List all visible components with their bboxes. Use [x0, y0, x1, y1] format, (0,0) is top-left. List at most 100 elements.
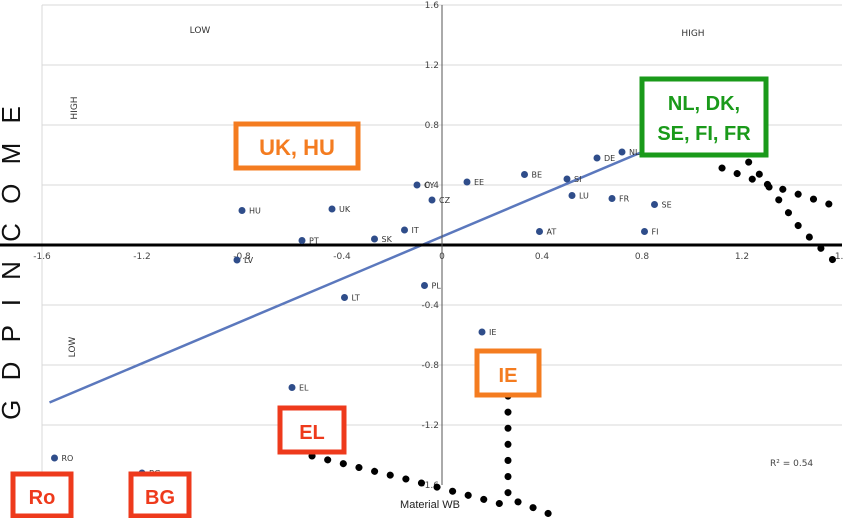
connector-el	[308, 452, 509, 509]
tick-labels: -1.6 -1.2 -0.8 -0.4 0 0.4 0.8 1.2 1.6 1.6 1.2 0.8 0.…	[33, 1, 843, 491]
y-tick-label: -1.6	[421, 481, 439, 491]
annotation-ie: IE	[474, 348, 542, 398]
annotation-ie-text: IE	[499, 365, 518, 387]
point-label: DE	[604, 154, 615, 163]
connector-nl-2	[734, 146, 839, 266]
point-label: LU	[579, 192, 589, 201]
point-marker	[371, 235, 378, 243]
point-marker	[536, 228, 543, 235]
x-axis-label: Material WB	[400, 499, 460, 511]
point-label: PL	[432, 282, 442, 291]
point-marker	[238, 207, 246, 214]
quad-label-top-right: HIGH	[681, 29, 704, 39]
x-tick-label: -0.4	[333, 252, 351, 262]
point-label: IE	[489, 328, 496, 337]
data-point: FR	[608, 195, 630, 204]
data-point: FI	[641, 228, 658, 237]
point-marker	[233, 256, 241, 264]
x-tick-label: -0.8	[233, 252, 251, 262]
point-marker	[651, 201, 658, 208]
data-point: IT	[401, 226, 419, 235]
point-label: LT	[352, 294, 360, 303]
annotation-bg-text: BG	[145, 487, 175, 509]
side-title-text: G D P I N C O M E	[0, 100, 26, 420]
y-tick-label: 0.4	[425, 181, 440, 191]
connector-ie	[504, 392, 564, 518]
data-point: UK	[328, 205, 351, 214]
data-point: DE	[593, 154, 615, 163]
y-tick-label: 1.6	[425, 1, 440, 11]
data-point: HU	[238, 207, 261, 216]
point-marker	[428, 196, 436, 204]
y-tick-label: -1.2	[421, 421, 439, 431]
annotation-el: EL	[277, 405, 347, 455]
r-squared-label: R² = 0.54	[770, 459, 813, 469]
point-label: CZ	[439, 196, 451, 205]
data-point: LV	[233, 256, 254, 265]
data-points: ROBGELLVLTPLIEHUUKPTSKITCYCZEEBESILUFRAT…	[51, 148, 672, 478]
x-tick-label: -1.6	[33, 252, 51, 262]
point-marker	[478, 328, 486, 336]
data-point: SE	[651, 201, 672, 210]
y-tick-label: 1.2	[425, 61, 439, 71]
x-tick-label: 1.6	[835, 252, 843, 262]
point-marker	[288, 384, 296, 391]
axes	[0, 5, 842, 485]
point-marker	[341, 294, 348, 301]
annotation-nl-line2: SE, FI, FR	[657, 123, 751, 145]
data-point: PT	[298, 237, 319, 246]
point-marker	[608, 195, 616, 202]
annotation-bg: BG	[128, 471, 192, 518]
annotation-nl-group: NL, DK, SE, FI, FR	[639, 76, 769, 158]
annotation-el-text: EL	[299, 422, 325, 444]
x-tick-label: 0.4	[535, 252, 550, 262]
point-label: IT	[412, 226, 419, 235]
x-tick-label: 0	[439, 252, 445, 262]
point-marker	[641, 228, 648, 235]
x-tick-label: 1.2	[735, 252, 749, 262]
point-label: FR	[619, 195, 630, 204]
y-tick-label: 0.8	[425, 121, 440, 131]
point-marker	[563, 175, 571, 183]
annotation-ro-text: Ro	[29, 487, 56, 509]
dotted-connectors	[156, 146, 839, 518]
point-label: AT	[547, 228, 557, 237]
point-label: NL	[629, 148, 640, 157]
trendline-group	[49, 150, 643, 404]
data-point: LT	[341, 294, 360, 303]
point-marker	[593, 154, 601, 162]
point-label: FI	[652, 228, 659, 237]
x-tick-label: 0.8	[635, 252, 650, 262]
quad-label-top-left: LOW	[190, 26, 211, 36]
data-point: LU	[568, 192, 589, 201]
point-label: SI	[574, 175, 581, 184]
point-marker	[328, 205, 336, 213]
data-point: PL	[421, 282, 441, 291]
quad-label-left-upper: HIGH	[70, 96, 80, 119]
annotation-nl-line1: NL, DK,	[668, 93, 740, 115]
x-tick-label: -1.2	[133, 252, 151, 262]
data-point: SK	[371, 235, 393, 244]
point-label: SK	[382, 235, 393, 244]
point-marker	[298, 237, 306, 244]
point-marker	[51, 454, 58, 462]
data-point: EE	[463, 178, 484, 187]
annotation-ro: Ro	[10, 471, 74, 518]
data-point: CZ	[428, 196, 451, 205]
connector-nl-1	[718, 164, 839, 210]
side-title: G D P I N C O M E	[0, 100, 26, 420]
point-label: CY	[424, 181, 434, 190]
point-label: PT	[309, 237, 319, 246]
data-point: SI	[563, 175, 581, 184]
quad-label-left-lower: LOW	[68, 337, 78, 358]
point-label: EL	[299, 384, 309, 393]
trendline	[49, 150, 643, 404]
data-point: RO	[51, 454, 73, 463]
point-marker	[463, 178, 471, 186]
annotation-uk-hu: UK, HU	[233, 121, 361, 171]
data-point: EL	[288, 384, 309, 393]
y-tick-label: -0.8	[421, 361, 439, 371]
point-label: SE	[662, 201, 672, 210]
point-marker	[568, 192, 576, 199]
